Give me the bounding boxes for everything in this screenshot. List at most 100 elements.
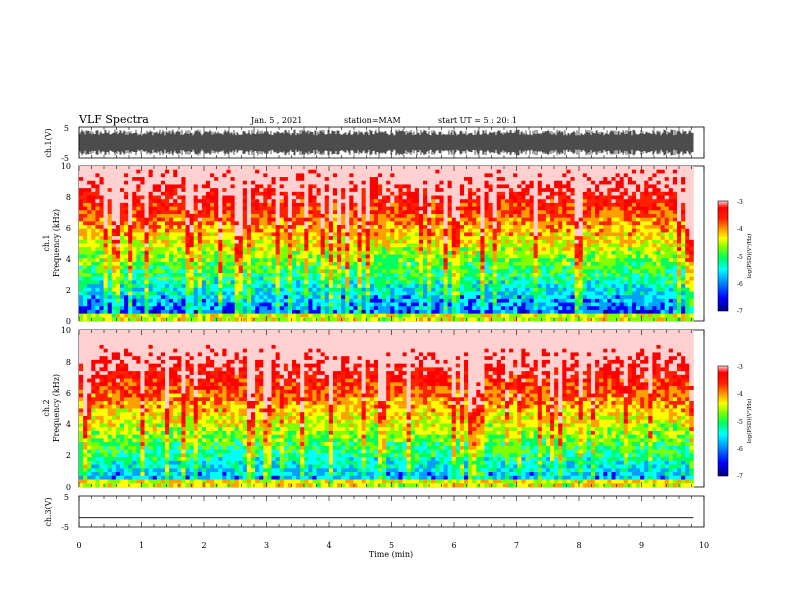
spec1-cell xyxy=(132,287,137,292)
spec1-cell xyxy=(500,225,506,230)
spec1-cell xyxy=(304,217,309,222)
spec1-cell xyxy=(99,221,104,226)
spec1-cell xyxy=(365,250,371,255)
spec1-cell xyxy=(119,236,125,241)
spec1-cell xyxy=(251,225,256,230)
spec1-cell xyxy=(554,236,559,241)
spec1-cell xyxy=(459,265,465,270)
spec1-cell xyxy=(148,217,154,222)
spec1-cell xyxy=(423,239,428,244)
spec1-cell xyxy=(472,280,477,285)
spec1-cell xyxy=(300,276,305,281)
spec1-cell xyxy=(193,232,199,237)
spec1-cell xyxy=(287,287,293,292)
spec1-cell xyxy=(496,239,502,244)
spec1-cell xyxy=(103,273,109,278)
spec1-cell xyxy=(525,177,530,182)
spec1-cell xyxy=(267,298,272,303)
spec1-cell xyxy=(107,206,113,211)
spec1-cell xyxy=(500,228,506,233)
spec1-cell xyxy=(136,180,141,185)
spec1-cell xyxy=(369,313,375,318)
spec1-cell xyxy=(279,276,285,281)
spec1-cell xyxy=(562,199,567,204)
spec1-cell xyxy=(189,191,195,196)
spec1-cell xyxy=(427,276,432,281)
spec1-cell xyxy=(521,202,526,207)
spec1-cell xyxy=(320,309,326,315)
spec1-cell xyxy=(275,210,281,215)
spec1-cell xyxy=(279,225,285,230)
spec1-cell xyxy=(197,302,203,307)
spec1-cell xyxy=(472,258,477,263)
spec1-cell xyxy=(169,280,174,285)
spec1-cell xyxy=(365,313,371,318)
spec1-cell xyxy=(169,313,174,318)
spec1-cell xyxy=(95,280,100,285)
spec1-cell xyxy=(337,265,342,270)
spec1-cell xyxy=(447,210,453,215)
spec1-cell xyxy=(210,243,215,248)
spec1-cell xyxy=(390,265,395,270)
spec1-cell xyxy=(222,306,227,311)
spec1-cell xyxy=(79,284,84,289)
spec1-cell xyxy=(451,291,457,296)
spec1-cell xyxy=(541,258,547,263)
spec1-cell xyxy=(83,177,88,182)
spec1-cell xyxy=(361,177,367,182)
spec1-cell xyxy=(357,213,363,219)
spec1-cell xyxy=(91,236,96,241)
spec1-cell xyxy=(312,284,317,289)
spec1-cell xyxy=(312,291,317,296)
spec1-cell xyxy=(132,239,137,244)
spec1-cell xyxy=(545,280,551,285)
spec1-cell xyxy=(439,239,444,244)
spec1-cell xyxy=(275,302,281,307)
spec1-cell xyxy=(533,206,539,211)
spec1-cell xyxy=(361,276,367,281)
spec1-cell xyxy=(177,221,182,226)
spec1-cell xyxy=(386,247,391,252)
spec1-cell xyxy=(173,228,178,233)
spec1-cell xyxy=(484,184,489,189)
spec1-cell xyxy=(275,217,281,222)
spec1-cell xyxy=(435,202,440,207)
spec1-cell xyxy=(332,258,338,263)
spec1-cell xyxy=(357,236,363,241)
spec1-cell xyxy=(525,173,530,178)
spec1-cell xyxy=(353,309,358,315)
spec1-cell xyxy=(283,291,289,296)
spec1-cell xyxy=(386,287,391,292)
spec1-cell xyxy=(177,202,182,207)
spec1-cell xyxy=(513,295,518,300)
spec1-cell xyxy=(177,199,182,204)
spec1-cell xyxy=(185,169,190,174)
spec1-cell xyxy=(504,202,510,207)
spec1-cell xyxy=(468,184,473,189)
spec1-cell xyxy=(160,284,166,289)
spec1-cell xyxy=(181,243,186,248)
spec1-cell xyxy=(402,254,408,259)
spec1-cell xyxy=(304,247,309,252)
spec1-cell xyxy=(300,180,305,185)
spec1-cell xyxy=(177,180,182,185)
spec1-cell xyxy=(550,239,555,244)
spec1-cell xyxy=(312,273,317,278)
spec1-cell xyxy=(394,184,399,189)
spec1-cell xyxy=(537,184,543,189)
spec1-cell xyxy=(529,188,535,193)
spec1-cell xyxy=(455,188,461,193)
spec1-cell xyxy=(296,173,301,178)
spec1-cell xyxy=(111,213,117,219)
spec1-cell xyxy=(414,221,420,226)
spec1-cell xyxy=(509,199,514,204)
spec1-cell xyxy=(332,265,338,270)
spec1-cell xyxy=(111,265,117,270)
spec1-cell xyxy=(124,195,129,200)
spec1-cell xyxy=(390,195,395,200)
spec1-cell xyxy=(210,213,215,219)
spec1-cell xyxy=(173,199,178,204)
spec1-cell xyxy=(242,247,248,252)
spec1-cell xyxy=(349,169,354,174)
spec1-cell xyxy=(357,247,363,252)
